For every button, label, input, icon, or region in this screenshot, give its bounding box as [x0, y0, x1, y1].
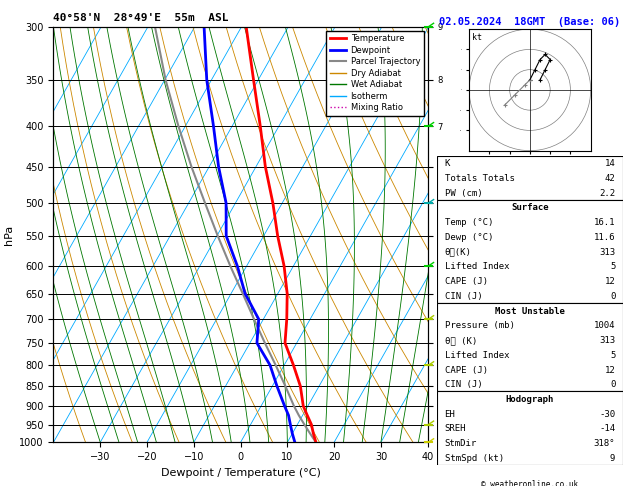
Text: EH: EH — [445, 410, 455, 419]
Bar — [437, 303, 623, 391]
Text: Most Unstable: Most Unstable — [495, 307, 565, 315]
Text: 5: 5 — [610, 262, 615, 271]
Y-axis label: hPa: hPa — [4, 225, 14, 244]
Text: 1004: 1004 — [594, 321, 615, 330]
Text: 313: 313 — [599, 336, 615, 345]
Bar — [437, 391, 623, 465]
Text: Lifted Index: Lifted Index — [445, 351, 509, 360]
Text: © weatheronline.co.uk: © weatheronline.co.uk — [481, 480, 579, 486]
Text: 14: 14 — [604, 159, 615, 168]
Text: Temp (°C): Temp (°C) — [445, 218, 493, 227]
Text: 02.05.2024  18GMT  (Base: 06): 02.05.2024 18GMT (Base: 06) — [439, 17, 621, 27]
Text: 0: 0 — [610, 380, 615, 389]
Text: 16.1: 16.1 — [594, 218, 615, 227]
Bar — [437, 156, 623, 200]
Text: CAPE (J): CAPE (J) — [445, 365, 487, 375]
Text: 40°58'N  28°49'E  55m  ASL: 40°58'N 28°49'E 55m ASL — [53, 13, 229, 23]
Text: 42: 42 — [604, 174, 615, 183]
Text: Hodograph: Hodograph — [506, 395, 554, 404]
Text: StmDir: StmDir — [445, 439, 477, 448]
Y-axis label: km
ASL: km ASL — [455, 226, 477, 243]
Text: SREH: SREH — [445, 424, 466, 434]
Text: kt: kt — [472, 33, 482, 42]
Text: Totals Totals: Totals Totals — [445, 174, 515, 183]
Text: θᴄ (K): θᴄ (K) — [445, 336, 477, 345]
Text: θᴄ(K): θᴄ(K) — [445, 247, 472, 257]
Text: 12: 12 — [604, 365, 615, 375]
Text: Pressure (mb): Pressure (mb) — [445, 321, 515, 330]
Text: K: K — [445, 159, 450, 168]
X-axis label: Dewpoint / Temperature (°C): Dewpoint / Temperature (°C) — [160, 468, 321, 478]
Text: 11.6: 11.6 — [594, 233, 615, 242]
Text: CAPE (J): CAPE (J) — [445, 277, 487, 286]
Text: 2.2: 2.2 — [599, 189, 615, 198]
Text: Surface: Surface — [511, 203, 548, 212]
Text: 9: 9 — [610, 454, 615, 463]
Legend: Temperature, Dewpoint, Parcel Trajectory, Dry Adiabat, Wet Adiabat, Isotherm, Mi: Temperature, Dewpoint, Parcel Trajectory… — [326, 31, 423, 116]
Text: CIN (J): CIN (J) — [445, 292, 482, 301]
Text: 5: 5 — [610, 351, 615, 360]
Text: StmSpd (kt): StmSpd (kt) — [445, 454, 504, 463]
Text: PW (cm): PW (cm) — [445, 189, 482, 198]
Text: Dewp (°C): Dewp (°C) — [445, 233, 493, 242]
Text: 313: 313 — [599, 247, 615, 257]
Text: Lifted Index: Lifted Index — [445, 262, 509, 271]
Text: -14: -14 — [599, 424, 615, 434]
Text: 12: 12 — [604, 277, 615, 286]
Text: CIN (J): CIN (J) — [445, 380, 482, 389]
Text: 0: 0 — [610, 292, 615, 301]
Bar — [437, 200, 623, 303]
Text: -30: -30 — [599, 410, 615, 419]
Text: 318°: 318° — [594, 439, 615, 448]
